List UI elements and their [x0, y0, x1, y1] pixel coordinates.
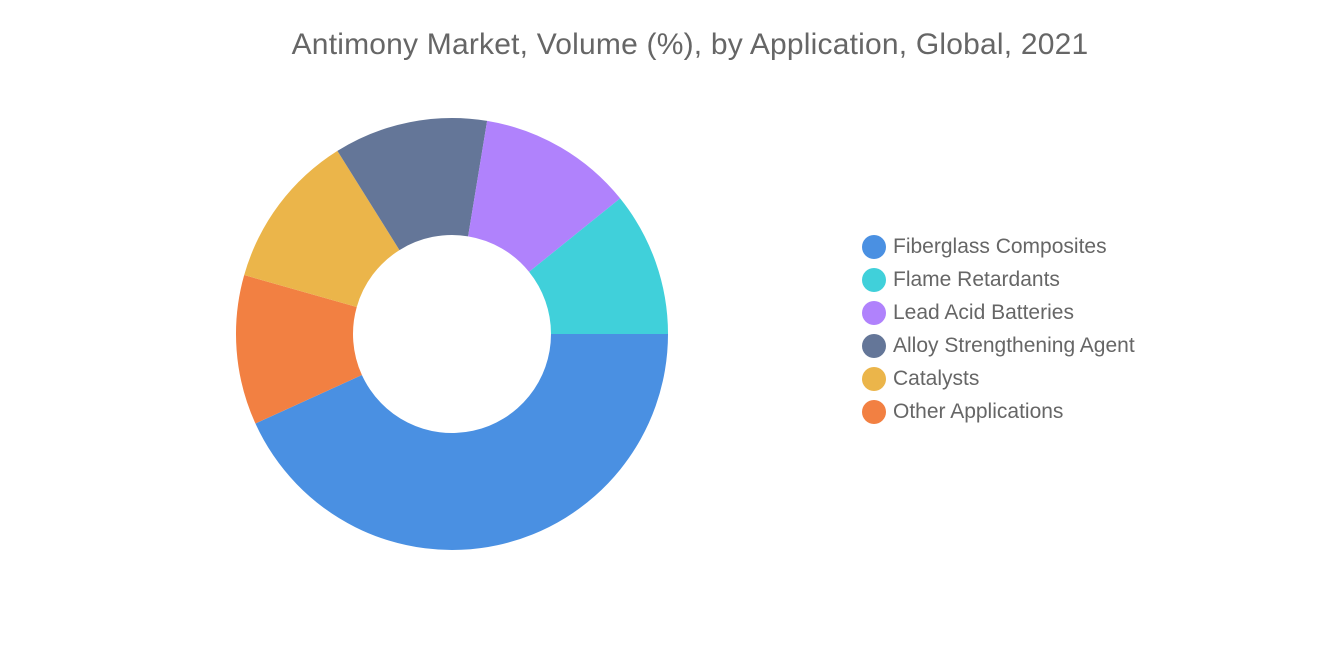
- slice-flame-retardants[interactable]: [529, 198, 668, 334]
- legend-label: Fiberglass Composites: [893, 234, 1107, 258]
- slice-lead-acid-batteries[interactable]: [468, 120, 621, 272]
- legend-item-lead-acid-batteries[interactable]: Lead Acid Batteries: [862, 296, 1135, 329]
- legend-label: Lead Acid Batteries: [893, 300, 1074, 324]
- legend-label: Flame Retardants: [893, 267, 1060, 291]
- legend-swatch: [862, 366, 886, 391]
- legend-swatch: [862, 399, 886, 424]
- legend-item-flame-retardants[interactable]: Flame Retardants: [862, 263, 1135, 296]
- slice-catalysts[interactable]: [244, 150, 400, 307]
- chart-legend: Fiberglass Composites Flame Retardants L…: [862, 230, 1135, 428]
- legend-item-other-applications[interactable]: Other Applications: [862, 395, 1135, 428]
- legend-item-catalysts[interactable]: Catalysts: [862, 362, 1135, 395]
- legend-swatch: [862, 333, 886, 358]
- legend-swatch: [862, 267, 886, 292]
- legend-swatch: [862, 234, 886, 259]
- legend-label: Other Applications: [893, 399, 1064, 423]
- slice-fiberglass-composites[interactable]: [255, 334, 668, 551]
- legend-label: Catalysts: [893, 366, 980, 390]
- chart-title: Antimony Market, Volume (%), by Applicat…: [291, 28, 1089, 61]
- slice-other-applications[interactable]: [236, 275, 362, 424]
- slice-alloy-strengthening-agent[interactable]: [337, 118, 488, 251]
- legend-item-alloy-strengthening-agent[interactable]: Alloy Strengthening Agent: [862, 329, 1135, 362]
- legend-label: Alloy Strengthening Agent: [893, 333, 1135, 357]
- legend-swatch: [862, 300, 886, 325]
- legend-item-fiberglass-composites[interactable]: Fiberglass Composites: [862, 230, 1135, 263]
